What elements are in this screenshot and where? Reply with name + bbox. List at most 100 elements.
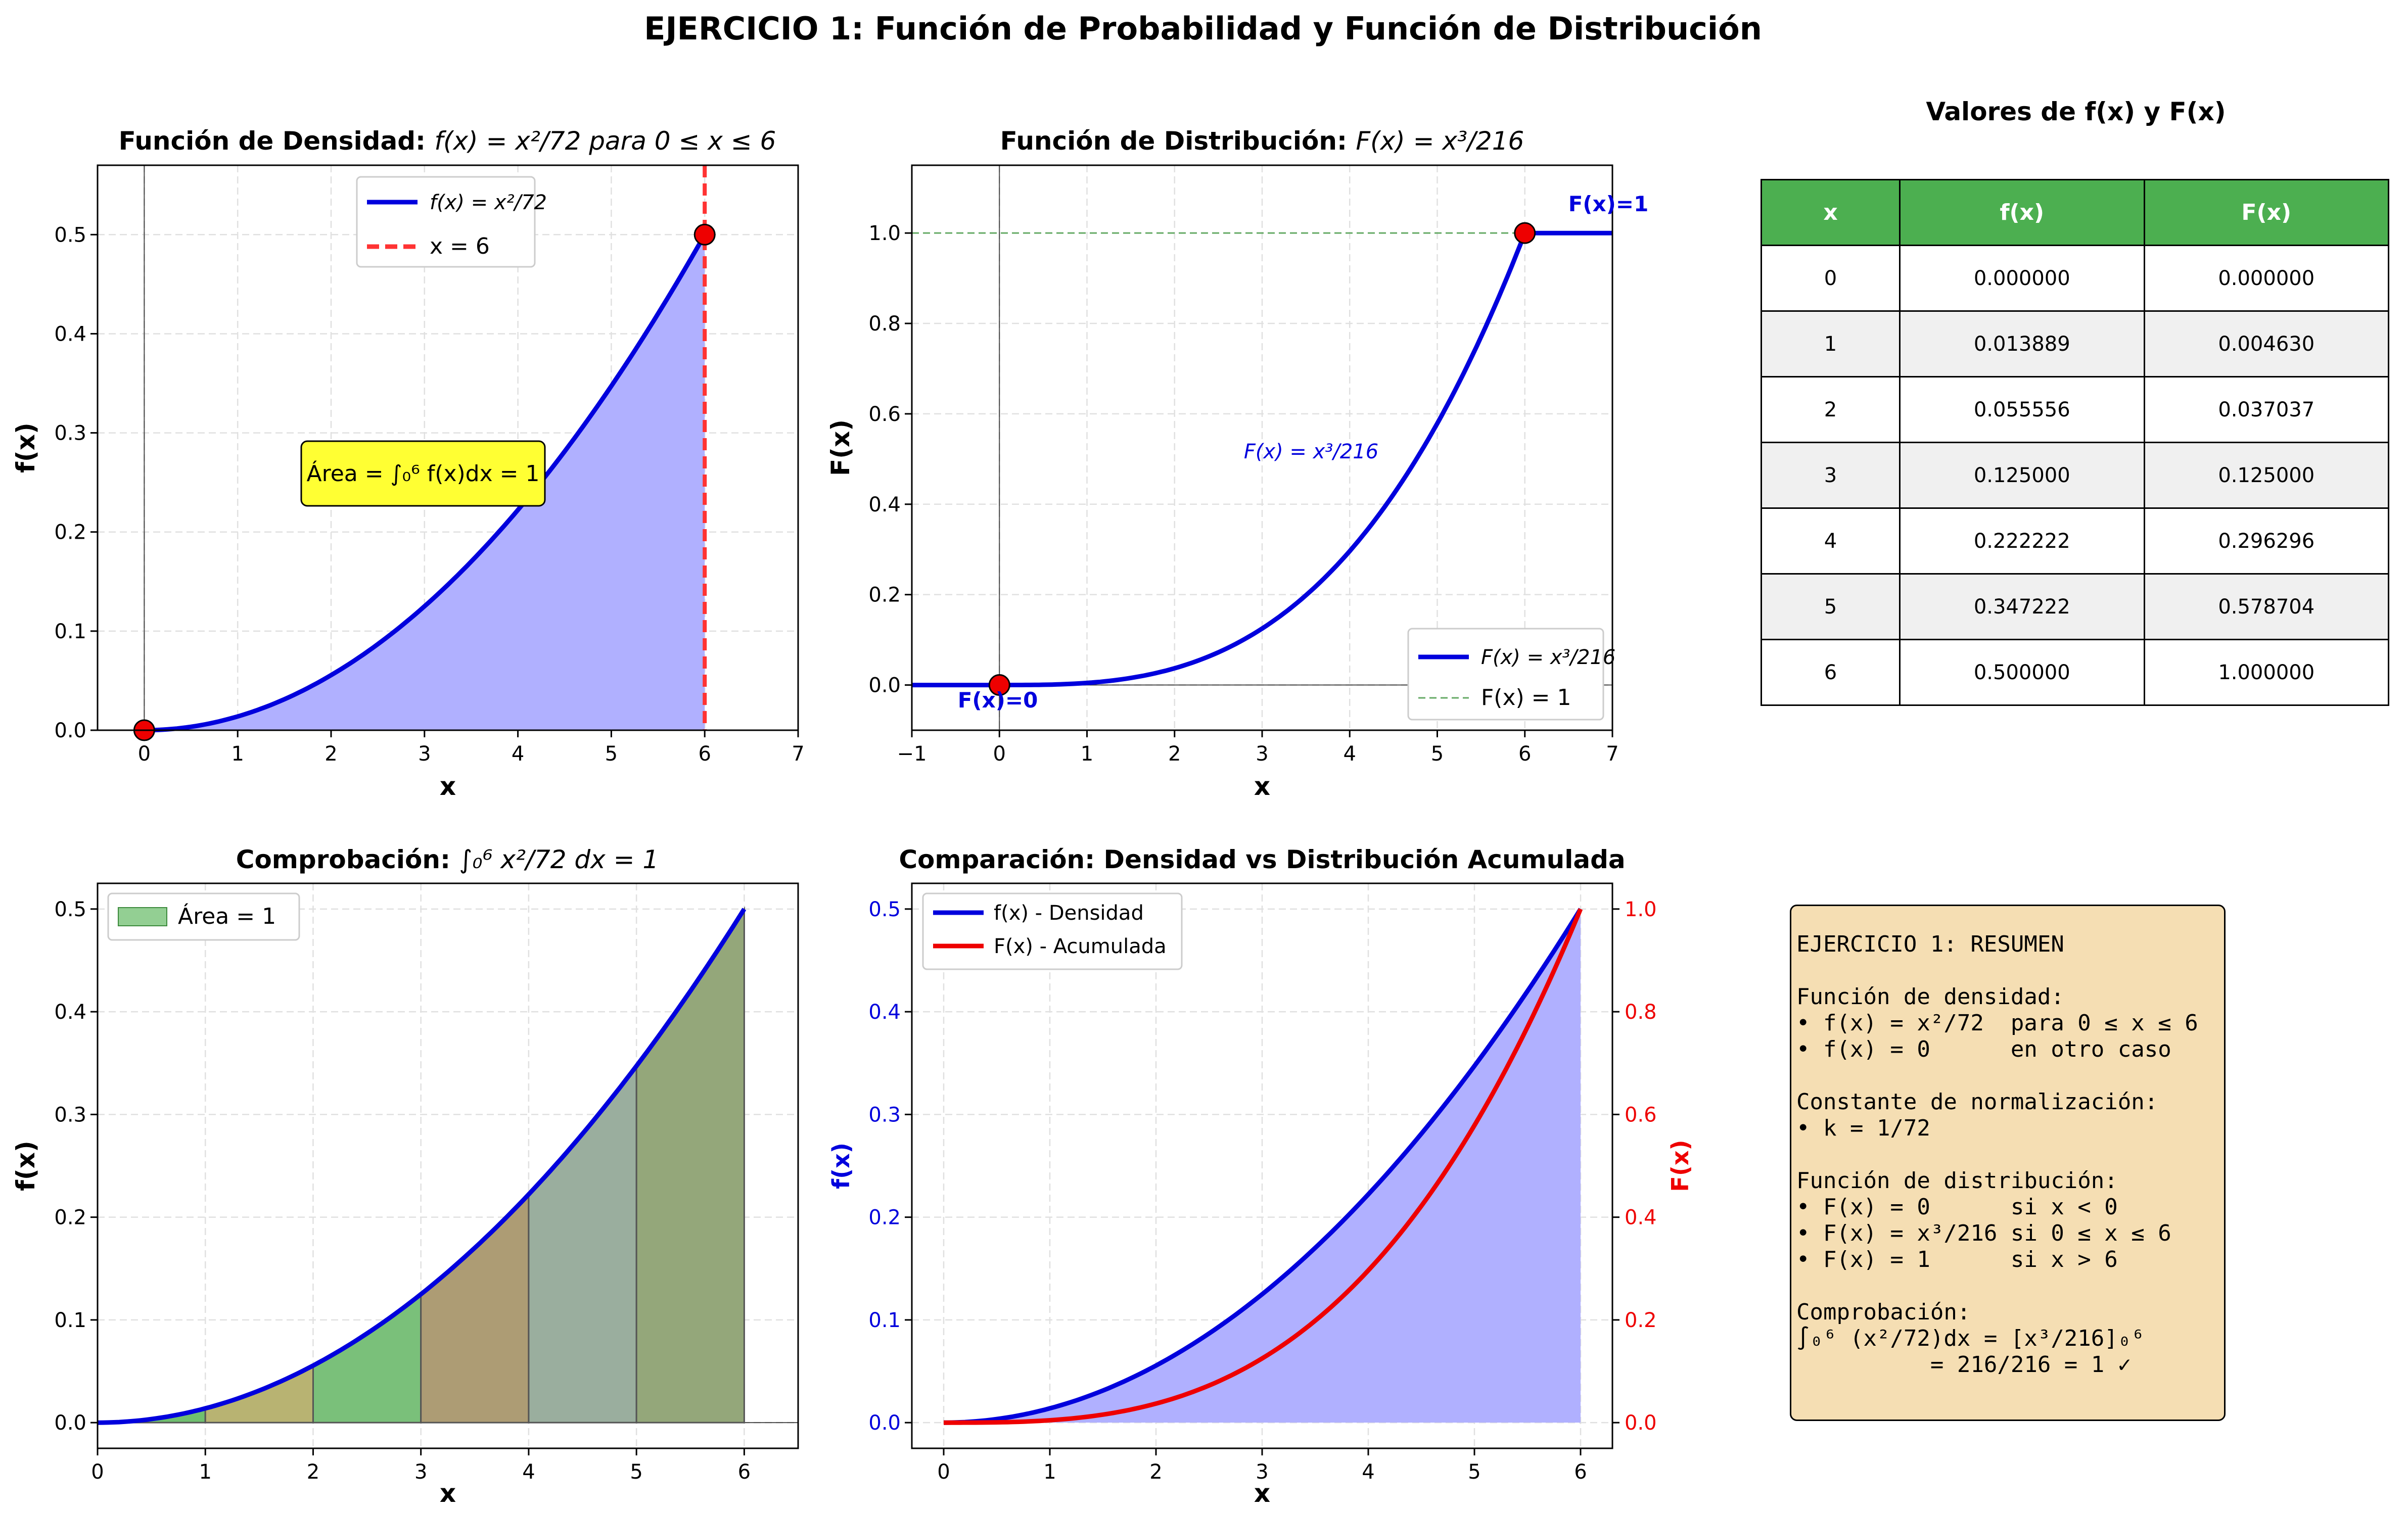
density-ytick-label: 0.4	[54, 322, 86, 346]
compare-ylabel-right: F(x)	[1666, 1140, 1694, 1192]
compare-xtick-label: 5	[1468, 1460, 1480, 1484]
distribution-curve	[912, 230, 1612, 688]
density-chart: Función de Densidad: f(x) = x²/72 para 0…	[11, 126, 805, 801]
compare-ytick-right-label: 0.6	[1625, 1103, 1657, 1126]
check-ytick-label: 0.0	[54, 1411, 86, 1435]
table-cell: 4	[1760, 507, 1901, 575]
check-ytick-label: 0.1	[54, 1309, 86, 1332]
density-ytick-label: 0.2	[54, 521, 86, 544]
density-point	[693, 223, 716, 246]
density-ylabel: f(x)	[11, 422, 40, 473]
summary-line: • F(x) = x³/216 si 0 ≤ x ≤ 6	[1796, 1220, 2171, 1246]
compare-cumulative-curve	[944, 908, 1583, 1425]
distribution-legend: F(x) = x³/216 F(x) = 1	[1407, 628, 1615, 721]
density-xtick-label: 0	[138, 742, 151, 766]
distribution-ytick-label: 0.0	[868, 674, 901, 697]
table-header-cell: F(x)	[2143, 179, 2389, 246]
check-xtick-label: 1	[199, 1460, 212, 1484]
density-xtick-label: 1	[231, 742, 244, 766]
density-legend-vline: x = 6	[430, 233, 490, 259]
table-row: 1 0.013889 0.004630	[1760, 310, 2389, 377]
distribution-xtick-label: 4	[1344, 742, 1356, 766]
density-xlabel: x	[440, 772, 456, 801]
distribution-ytick-label: 0.6	[868, 403, 901, 426]
check-interval-area	[635, 906, 745, 1424]
distribution-xtick-label: 1	[1081, 742, 1093, 766]
compare-legend: f(x) - Densidad F(x) - Acumulada	[922, 892, 1183, 970]
table-row: 3 0.125000 0.125000	[1760, 442, 2389, 509]
check-legend-area: Área = 1	[178, 903, 276, 929]
table-header-cell: f(x)	[1899, 179, 2145, 246]
table-cell: 0.055556	[1899, 376, 2145, 443]
distribution-xtick-label: 0	[993, 742, 1006, 766]
density-area-fill	[144, 234, 705, 730]
summary-line: • F(x) = 1 si x > 6	[1796, 1247, 2118, 1272]
density-title: Función de Densidad: f(x) = x²/72 para 0…	[119, 126, 776, 156]
table-cell: 0	[1760, 245, 1901, 312]
distribution-xtick-label: −1	[897, 742, 927, 766]
distribution-frame	[911, 164, 1613, 731]
distribution-xtick-label: 3	[1256, 742, 1268, 766]
check-ytick-label: 0.2	[54, 1206, 86, 1230]
summary-line: • k = 1/72	[1796, 1115, 1930, 1141]
summary-line: Constante de normalización:	[1796, 1089, 2158, 1115]
distribution-point	[988, 674, 1010, 696]
distribution-xtick-label: 5	[1431, 742, 1444, 766]
compare-ytick-right-label: 1.0	[1625, 898, 1657, 921]
compare-ytick-right-label: 0.2	[1625, 1309, 1657, 1332]
figure-suptitle: EJERCICIO 1: Función de Probabilidad y F…	[644, 10, 1762, 47]
check-frame	[97, 882, 799, 1449]
table-cell: 0.296296	[2143, 507, 2389, 575]
summary-line	[1796, 1142, 2224, 1168]
table-cell: 0.125000	[2143, 442, 2389, 509]
density-xtick-label: 6	[698, 742, 711, 766]
table-cell: 2	[1760, 376, 1901, 443]
distribution-xtick-label: 6	[1518, 742, 1531, 766]
compare-xlabel: x	[1254, 1479, 1270, 1508]
svg-text:Área = ∫₀⁶ f(x)dx = 1: Área = ∫₀⁶ f(x)dx = 1	[307, 460, 540, 487]
table-cell: 0.125000	[1899, 442, 2145, 509]
distribution-point	[1514, 222, 1536, 244]
summary-line	[1796, 1063, 2224, 1089]
compare-chart: Comparación: Densidad vs Distribución Ac…	[827, 845, 1694, 1508]
compare-ytick-label: 0.4	[868, 1001, 901, 1024]
table-row: 5 0.347222 0.578704	[1760, 573, 2389, 640]
distribution-ylabel: F(x)	[826, 419, 855, 476]
summary-line: EJERCICIO 1: RESUMEN	[1796, 931, 2064, 957]
table-cell: 0.004630	[2143, 310, 2389, 377]
table-row: 4 0.222222 0.296296	[1760, 507, 2389, 575]
density-xtick-label: 3	[418, 742, 431, 766]
check-ytick-label: 0.3	[54, 1103, 86, 1126]
check-xlabel: x	[440, 1479, 456, 1508]
table-cell: 0.000000	[2143, 245, 2389, 312]
table-cell: 1	[1760, 310, 1901, 377]
density-xtick-label: 4	[512, 742, 524, 766]
distribution-point6-label: F(x)=1	[1568, 192, 1649, 216]
distribution-xtick-label: 2	[1168, 742, 1181, 766]
table-cell: 5	[1760, 573, 1901, 640]
summary-line: Función de densidad:	[1796, 984, 2064, 1010]
density-curve	[144, 233, 707, 733]
compare-ytick-right-label: 0.8	[1625, 1001, 1657, 1024]
table-cell: 0.000000	[1899, 245, 2145, 312]
compare-ytick-label: 0.1	[868, 1309, 901, 1332]
density-legend: f(x) = x²/72 x = 6	[356, 176, 547, 268]
compare-ytick-label: 0.2	[868, 1206, 901, 1230]
summary-line: • f(x) = x²/72 para 0 ≤ x ≤ 6	[1796, 1010, 2198, 1036]
density-xtick-label: 2	[325, 742, 337, 766]
check-curve	[97, 908, 747, 1425]
summary-box: EJERCICIO 1: RESUMEN Función de densidad:…	[1790, 905, 2226, 1421]
summary-line: = 216/216 = 1 ✓	[1796, 1352, 2132, 1378]
density-legend-curve: f(x) = x²/72	[430, 191, 547, 214]
compare-ylabel-left: f(x)	[827, 1143, 855, 1189]
check-title: Comprobación: ∫₀⁶ x²/72 dx = 1	[236, 845, 659, 874]
density-xtick-label: 7	[792, 742, 804, 766]
check-chart: Comprobación: ∫₀⁶ x²/72 dx = 1 0 1 2 3 4 5 6 0.…	[11, 845, 799, 1508]
distribution-legend-curve: F(x) = x³/216	[1481, 646, 1615, 669]
distribution-xtick-label: 7	[1606, 742, 1618, 766]
check-interval-area	[420, 1192, 530, 1424]
distribution-legend-hline: F(x) = 1	[1481, 685, 1571, 711]
compare-xtick-label: 4	[1362, 1460, 1374, 1484]
density-ytick-label: 0.1	[54, 620, 86, 643]
